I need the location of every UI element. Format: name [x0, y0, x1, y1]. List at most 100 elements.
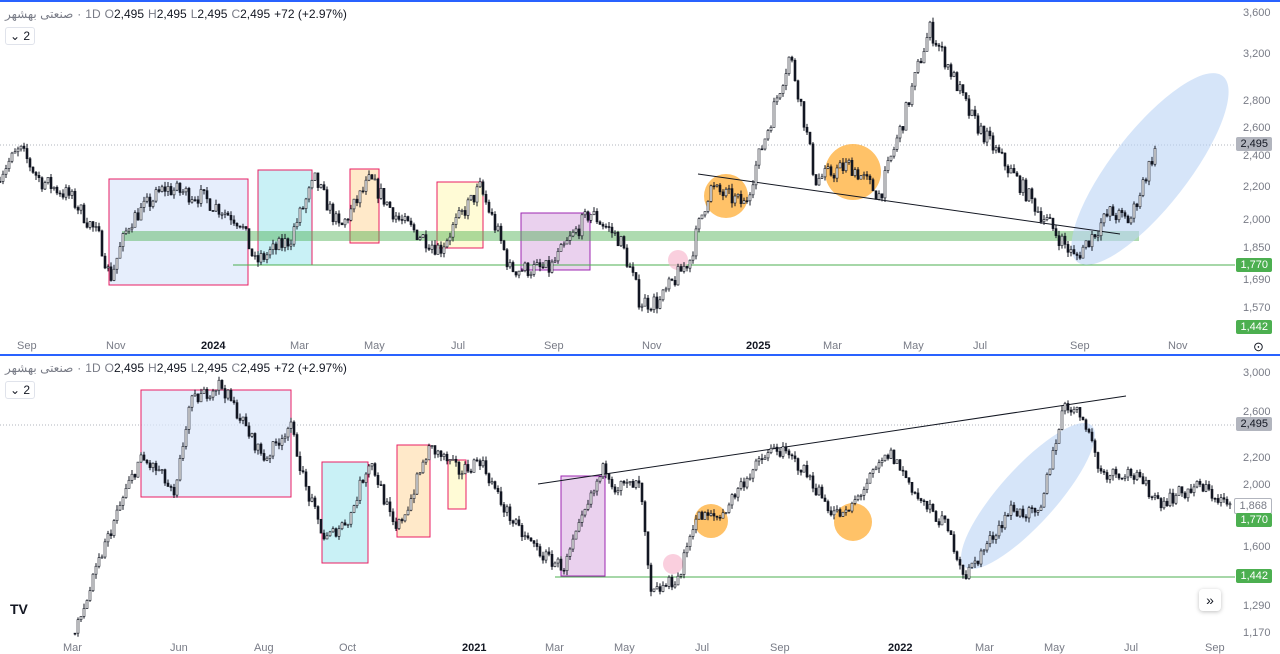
candle-body: [208, 396, 212, 399]
bottom-chart-canvas[interactable]: [0, 356, 1280, 654]
candle-body: [724, 512, 728, 514]
trend-line: [697, 173, 1121, 235]
candle-body: [952, 72, 956, 77]
candle-body: [214, 204, 218, 212]
candle-body: [580, 514, 584, 523]
candle-body: [688, 536, 692, 547]
time-tick: Jun: [170, 642, 188, 654]
time-tick: May: [614, 642, 635, 654]
candle-body: [166, 186, 170, 192]
candle-body: [853, 499, 857, 504]
candle-body: [751, 184, 755, 196]
highlight-box: [140, 389, 292, 498]
candle-body: [283, 238, 287, 248]
candle-body: [94, 226, 98, 228]
settings-icon[interactable]: ⊙: [1253, 339, 1264, 354]
candle-body: [514, 519, 518, 524]
price-tick: 2,000: [1243, 214, 1271, 226]
candle-body: [889, 155, 893, 161]
candle-body: [760, 458, 764, 460]
candle-body: [694, 228, 698, 257]
collapse-indicators-button[interactable]: ⌄ 2: [5, 381, 36, 399]
interval[interactable]: 1D: [85, 361, 101, 375]
time-tick: Aug: [254, 642, 274, 654]
time-tick: Sep: [1205, 642, 1225, 654]
candle-body: [313, 172, 317, 181]
candle-body: [982, 125, 986, 143]
low-value: 2,495: [197, 7, 228, 21]
low-value: 2,495: [197, 361, 228, 375]
candle-body: [1078, 407, 1082, 418]
candle-body: [226, 389, 230, 399]
time-tick: Jul: [1124, 642, 1139, 654]
bottom-chart-pane[interactable]: صنعتی بهشهر · 1D O2,495 H2,495 L2,495 C2,…: [0, 354, 1280, 654]
candle-body: [598, 476, 602, 482]
candle-body: [952, 534, 956, 552]
candle-body: [250, 248, 254, 257]
scroll-to-realtime-button[interactable]: »: [1199, 589, 1221, 611]
candle-body: [160, 186, 164, 192]
candle-body: [565, 556, 569, 571]
candle-body: [517, 519, 521, 526]
candle-body: [1129, 217, 1133, 224]
symbol-name[interactable]: صنعتی بهشهر: [5, 361, 74, 375]
candle-body: [589, 214, 593, 221]
c-label: C: [231, 7, 241, 21]
candle-body: [478, 460, 482, 467]
candle-body: [418, 237, 422, 241]
candle-body: [292, 421, 296, 435]
support-label-1442: 1,442: [1236, 569, 1272, 583]
candle-body: [502, 504, 506, 513]
candle-body: [196, 393, 200, 403]
candle-body: [124, 230, 128, 234]
candle-body: [754, 460, 758, 471]
candle-body: [895, 137, 899, 150]
candle-body: [847, 509, 851, 512]
candle-body: [478, 181, 482, 188]
candle-body: [769, 448, 773, 453]
candle-body: [703, 211, 707, 216]
candle-body: [79, 204, 83, 211]
candle-body: [1018, 508, 1022, 517]
candle-body: [637, 279, 641, 308]
l-label: L: [190, 361, 198, 375]
o-label: O: [104, 361, 114, 375]
candle-body: [169, 486, 173, 488]
candle-body: [592, 211, 596, 216]
interval[interactable]: 1D: [85, 7, 101, 21]
candle-body: [415, 229, 419, 241]
candle-body: [976, 560, 980, 565]
candle-body: [88, 590, 92, 601]
candle-body: [508, 506, 512, 521]
candle-body: [826, 501, 830, 512]
candle-body: [1120, 210, 1124, 213]
candle-body: [166, 482, 170, 487]
candle-body: [118, 505, 122, 511]
candle-body: [271, 441, 275, 457]
candle-body: [955, 551, 959, 560]
candle-body: [244, 416, 248, 427]
chevron-down-icon: ⌄: [10, 29, 21, 43]
candle-body: [0, 181, 2, 183]
candle-body: [1030, 507, 1034, 509]
collapse-indicators-button[interactable]: ⌄ 2: [5, 27, 36, 45]
candle-body: [364, 473, 368, 483]
top-chart-pane[interactable]: صنعتی بهشهر · 1D O2,495 H2,495 L2,495 C2,…: [0, 0, 1280, 354]
candle-body: [664, 288, 668, 291]
candle-body: [715, 184, 719, 187]
candle-body: [406, 216, 410, 222]
time-tick: Jul: [973, 340, 988, 352]
top-chart-canvas[interactable]: [0, 2, 1280, 354]
candle-body: [961, 84, 965, 94]
candle-body: [25, 148, 29, 159]
symbol-name[interactable]: صنعتی بهشهر: [5, 7, 74, 21]
candle-body: [331, 203, 335, 223]
candle-body: [994, 535, 998, 540]
tradingview-logo[interactable]: TV: [10, 601, 28, 617]
candle-body: [820, 486, 824, 499]
chevron-down-icon: ⌄: [10, 383, 21, 397]
candle-body: [259, 253, 263, 263]
candle-body: [856, 495, 860, 500]
candle-body: [718, 516, 722, 519]
candle-body: [1024, 179, 1028, 202]
